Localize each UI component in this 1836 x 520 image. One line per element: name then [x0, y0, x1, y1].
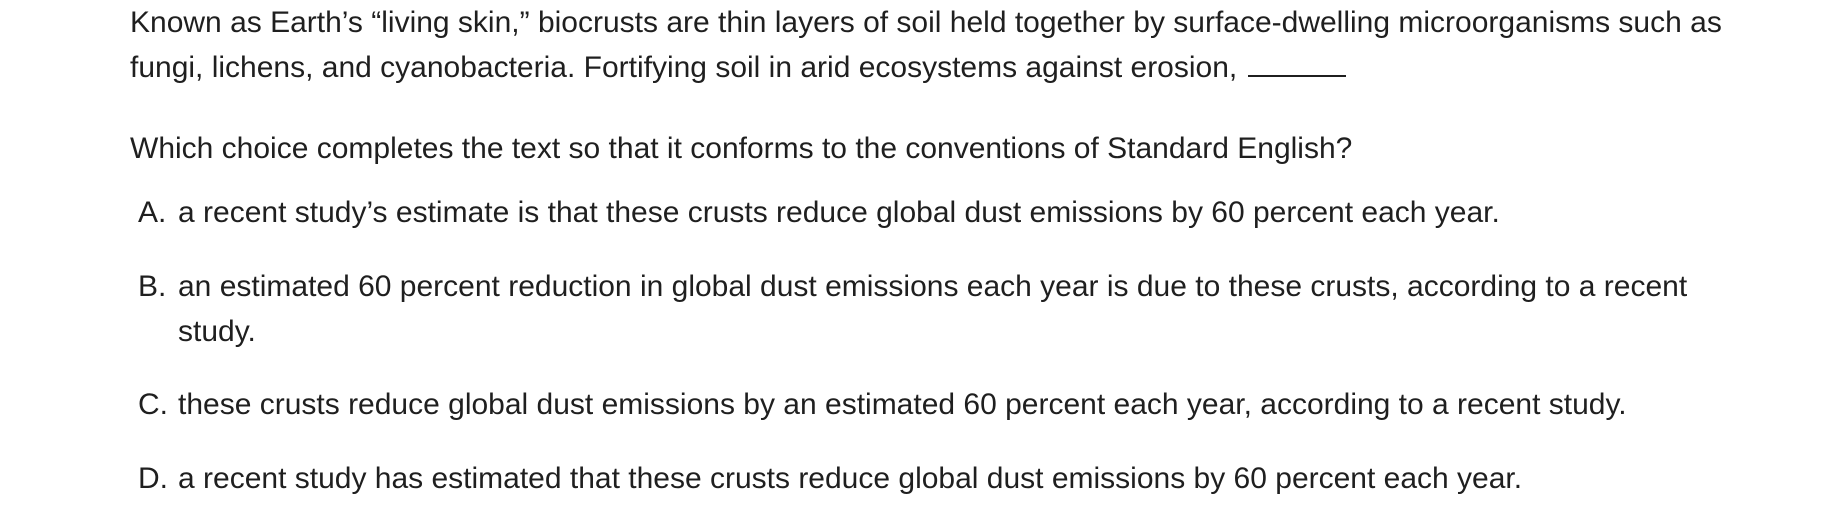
choice-letter: C.: [138, 388, 168, 421]
choice-c[interactable]: C. these crusts reduce global dust emiss…: [138, 382, 1738, 427]
choice-a[interactable]: A. a recent study’s estimate is that the…: [138, 190, 1738, 235]
answer-blank: [1247, 45, 1346, 77]
passage-text: Known as Earth’s “living skin,” biocrust…: [130, 6, 1722, 84]
choice-text: a recent study’s estimate is that these …: [178, 196, 1500, 229]
choice-text: an estimated 60 percent reduction in glo…: [178, 270, 1688, 348]
choice-letter: D.: [138, 462, 168, 495]
choice-b[interactable]: B. an estimated 60 percent reduction in …: [138, 264, 1738, 354]
choice-text: a recent study has estimated that these …: [178, 462, 1523, 495]
choice-letter: A.: [138, 196, 167, 229]
choice-d[interactable]: D. a recent study has estimated that the…: [138, 456, 1738, 501]
choice-letter: B.: [138, 270, 167, 303]
passage: Known as Earth’s “living skin,” biocrust…: [130, 0, 1730, 90]
choice-text: these crusts reduce global dust emission…: [178, 388, 1627, 421]
question-prompt: Which choice completes the text so that …: [130, 132, 1353, 165]
